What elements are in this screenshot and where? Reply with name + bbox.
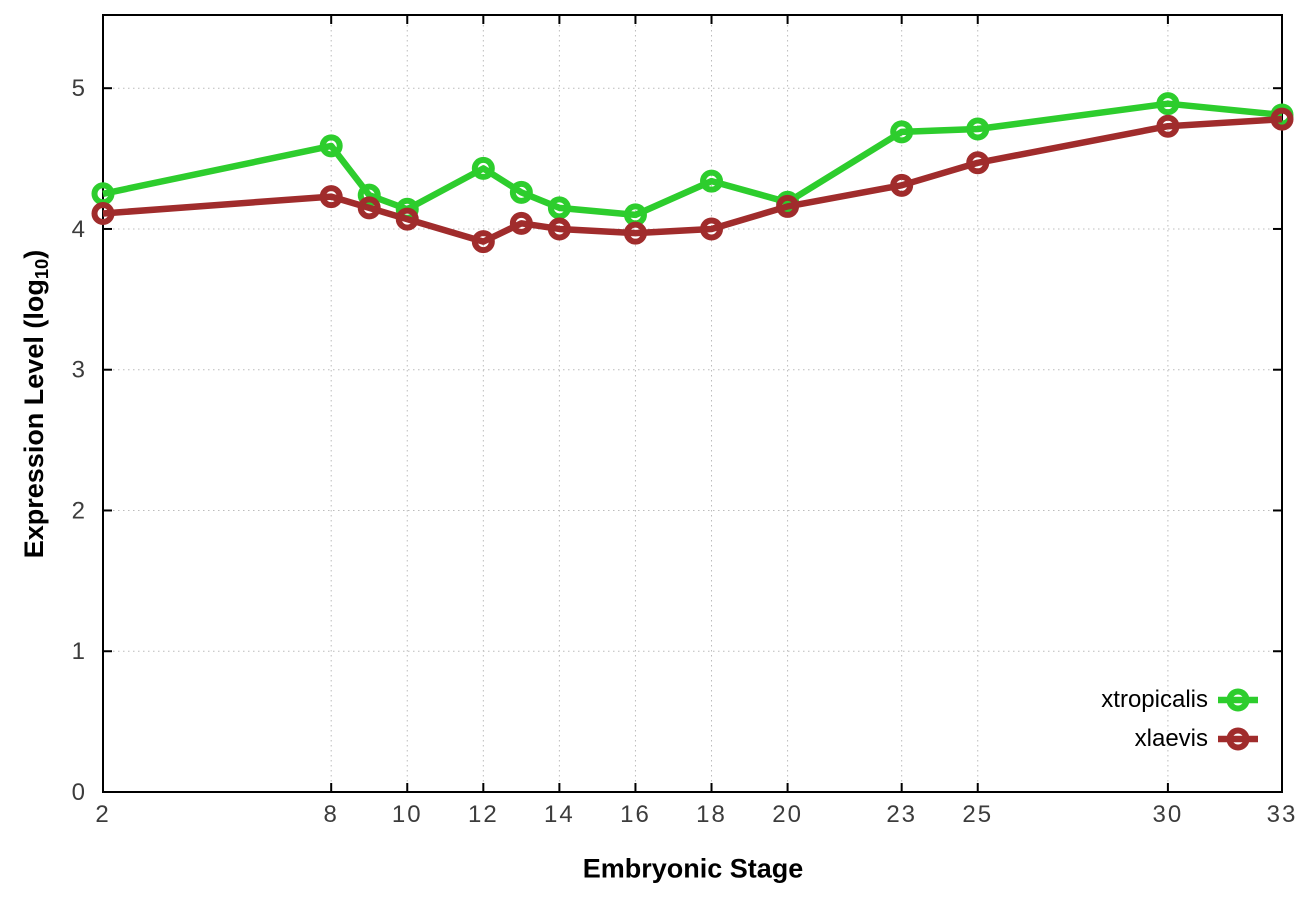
- series-marker-xtropicalis: [890, 120, 914, 144]
- plot-border: [102, 14, 1283, 793]
- series-marker-xlaevis: [700, 217, 724, 241]
- series-marker-xtropicalis: [966, 117, 990, 141]
- legend-item-xlaevis: xlaevis: [1101, 719, 1258, 758]
- series-marker-xtropicalis: [509, 180, 533, 204]
- series-marker-xlaevis: [890, 173, 914, 197]
- x-tick-label: 18: [696, 801, 727, 828]
- y-tick-label: 5: [72, 75, 87, 102]
- y-tick-label: 1: [72, 638, 87, 665]
- legend-marker-xlaevis-icon: [1218, 727, 1258, 750]
- series-marker-xlaevis: [547, 217, 571, 241]
- x-tick-label: 33: [1267, 801, 1296, 828]
- series-marker-xtropicalis: [547, 196, 571, 220]
- legend-label: xlaevis: [1134, 724, 1208, 752]
- y-tick-label: 3: [72, 357, 87, 384]
- y-axis-title-subscript: 10: [31, 258, 53, 280]
- series-marker-xlaevis: [395, 207, 419, 231]
- x-tick-label: 25: [962, 801, 993, 828]
- series-marker-xtropicalis: [700, 169, 724, 193]
- x-tick-label: 12: [468, 801, 499, 828]
- series-marker-xlaevis: [357, 196, 381, 220]
- series-marker-xlaevis: [509, 211, 533, 235]
- series-marker-xlaevis: [623, 221, 647, 245]
- series-marker-xtropicalis: [471, 156, 495, 180]
- series-line-xlaevis: [102, 115, 1283, 245]
- series-marker-xlaevis: [471, 230, 495, 254]
- x-tick-label: 2: [95, 801, 110, 828]
- x-tick-label: 8: [324, 801, 339, 828]
- series-marker-xlaevis: [1270, 107, 1294, 131]
- y-axis-title-text: Expression Level (log: [18, 279, 49, 559]
- x-tick-label: 14: [544, 801, 575, 828]
- y-tick-label: 2: [72, 497, 87, 524]
- y-axis-title-suffix: ): [18, 249, 49, 259]
- x-tick-label: 10: [392, 801, 423, 828]
- legend: xtropicalis xlaevis: [1101, 680, 1258, 758]
- legend-label: xtropicalis: [1101, 685, 1208, 713]
- series-marker-xlaevis: [91, 201, 115, 225]
- legend-item-xtropicalis: xtropicalis: [1101, 680, 1258, 719]
- y-tick-label: 0: [72, 779, 87, 806]
- x-axis-title: Embryonic Stage: [582, 853, 804, 884]
- x-tick-label: 23: [886, 801, 917, 828]
- series-marker-xlaevis: [319, 185, 343, 209]
- x-tick-label: 30: [1153, 801, 1184, 828]
- series-marker-xlaevis: [776, 194, 800, 218]
- y-tick-label: 4: [72, 216, 87, 243]
- x-tick-label: 16: [620, 801, 651, 828]
- series-marker-xtropicalis: [357, 183, 381, 207]
- series-marker-xtropicalis: [1156, 92, 1180, 116]
- x-tick-label: 20: [772, 801, 803, 828]
- series-marker-xtropicalis: [319, 134, 343, 158]
- y-axis-title: Expression Level (log10): [19, 250, 53, 559]
- series-marker-xlaevis: [966, 151, 990, 175]
- series-marker-xlaevis: [1156, 114, 1180, 138]
- legend-marker-xtropicalis-icon: [1218, 688, 1258, 711]
